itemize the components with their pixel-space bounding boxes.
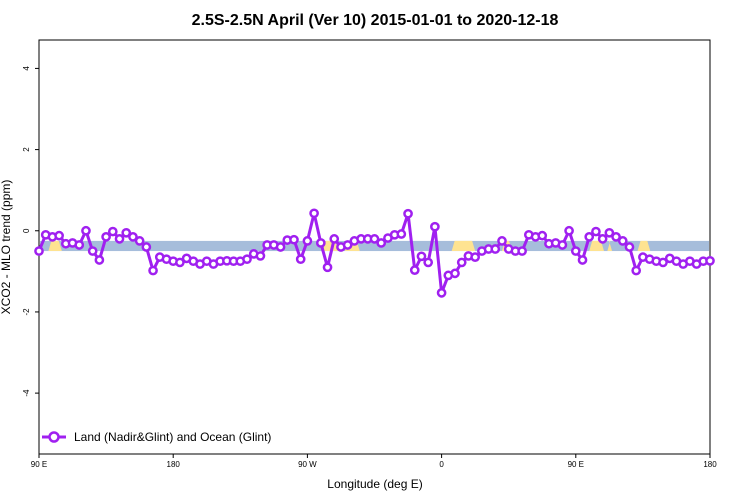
data-point	[114, 234, 125, 244]
data-point	[403, 208, 413, 219]
data-point	[409, 265, 420, 275]
data-point	[591, 226, 601, 237]
data-point	[309, 208, 319, 219]
y-tick-label: 4	[22, 66, 31, 71]
data-point	[611, 232, 621, 242]
legend: Land (Nadir&Glint) and Ocean (Glint)	[42, 430, 271, 444]
data-point	[423, 257, 434, 268]
data-point	[315, 238, 326, 248]
legend-marker-swatch	[48, 431, 60, 443]
x-tick-label: 90 E	[568, 460, 584, 469]
series-points	[34, 208, 715, 298]
data-point	[81, 225, 91, 236]
data-point	[557, 240, 568, 250]
data-point	[175, 257, 185, 268]
series-line	[37, 211, 711, 295]
legend-label: Land (Nadir&Glint) and Ocean (Glint)	[74, 430, 271, 444]
data-point	[705, 255, 715, 266]
x-tick-label: 90 W	[298, 460, 317, 469]
data-point	[624, 242, 635, 252]
data-point	[430, 221, 440, 232]
data-point	[450, 268, 460, 279]
data-point	[121, 227, 132, 238]
data-point	[255, 251, 266, 261]
data-point	[597, 234, 608, 244]
data-point	[134, 236, 145, 246]
land-band-segment	[637, 240, 651, 252]
x-tick-label: 90 E	[31, 460, 47, 469]
data-point	[34, 246, 44, 256]
data-point	[577, 255, 588, 265]
chart-title: 2.5S-2.5N April (Ver 10) 2015-01-01 to 2…	[192, 12, 559, 29]
data-point	[101, 232, 111, 242]
data-point	[148, 265, 158, 276]
data-point	[416, 251, 427, 262]
series-polyline	[37, 211, 711, 295]
data-point	[470, 252, 480, 262]
y-tick-label: 0	[22, 228, 31, 233]
data-point	[342, 240, 353, 250]
data-point	[584, 232, 595, 242]
data-point	[537, 230, 548, 241]
x-tick-label: 0	[439, 460, 444, 469]
data-point	[107, 226, 118, 237]
data-point	[54, 230, 64, 241]
x-tick-label: 180	[703, 460, 717, 469]
data-point	[87, 246, 98, 256]
data-point	[289, 234, 299, 245]
y-axis-label: XCO2 - MLO trend (ppm)	[0, 180, 13, 315]
data-point	[94, 255, 105, 265]
data-point	[376, 238, 387, 248]
data-point	[302, 236, 313, 246]
data-point	[396, 229, 407, 239]
data-point	[128, 232, 138, 242]
y-tick-label: -2	[22, 308, 31, 316]
land-band-segment	[451, 240, 476, 252]
data-point	[497, 236, 507, 246]
axis-ticks: 90 E 180 90 W 0 90 E 180 -4 -2 0 2 4	[22, 66, 717, 469]
y-tick-label: -4	[22, 389, 31, 397]
data-point	[74, 240, 85, 250]
data-point	[436, 288, 447, 298]
x-axis-label: Longitude (deg E)	[327, 477, 422, 491]
data-point	[242, 254, 252, 265]
data-point	[658, 257, 668, 268]
data-point	[295, 254, 306, 265]
data-point	[570, 246, 581, 256]
data-point	[517, 246, 527, 256]
data-point	[564, 225, 574, 236]
data-point	[604, 227, 615, 238]
data-point	[490, 244, 501, 254]
data-point	[322, 262, 333, 273]
land-band-segment	[589, 240, 604, 252]
x-tick-label: 180	[167, 460, 181, 469]
land-band-segment	[607, 240, 613, 252]
data-point	[631, 265, 642, 276]
land-band-segment	[48, 240, 62, 252]
data-point	[369, 234, 380, 244]
ocean-band	[40, 240, 709, 252]
data-point	[456, 257, 467, 268]
data-point	[275, 242, 286, 252]
data-point	[141, 242, 152, 252]
data-point	[329, 234, 340, 244]
y-tick-label: 2	[22, 147, 31, 152]
data-point	[617, 236, 628, 246]
